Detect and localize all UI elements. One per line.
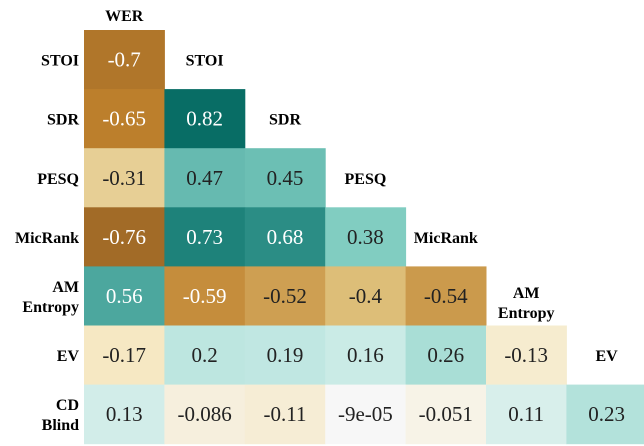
column-label-ev: EV: [595, 348, 618, 365]
cell-value-label: -0.54: [424, 284, 468, 308]
row-label-pesq: PESQ: [37, 171, 79, 188]
cell-value-label: 0.19: [267, 343, 304, 367]
cell-value-label: -0.52: [263, 284, 307, 308]
cell-value-label: -9e-05: [338, 402, 393, 426]
cell-value-label: 0.56: [106, 284, 143, 308]
column-label-am-entropy: AM Entropy: [498, 285, 555, 322]
heatmap-cell-pesq-sdr: [244, 148, 326, 208]
cell-value-label: 0.73: [186, 225, 223, 249]
heatmap-cell-micrank-sdr: [244, 207, 326, 267]
heatmap-cell-am-entropy-wer: [84, 266, 165, 326]
heatmap-cell-am-entropy-sdr: [244, 266, 326, 326]
heatmap-cell-am-entropy-micrank: [405, 266, 487, 326]
cell-value-label: -0.7: [108, 48, 141, 72]
cell-value-label: -0.31: [102, 166, 146, 190]
heatmap-cell-micrank-stoi: [164, 207, 246, 267]
cell-value-label: -0.17: [102, 343, 146, 367]
heatmap-cell-cd-blind-pesq: [325, 384, 407, 445]
heatmap-cell-cd-blind-micrank: [405, 384, 487, 445]
heatmap-cell-cd-blind-ev: [566, 384, 644, 445]
cell-value-label: -0.76: [102, 225, 146, 249]
row-label-am-entropy: AM Entropy: [22, 279, 79, 316]
heatmap-cell-ev-stoi: [164, 325, 246, 386]
cell-value-label: 0.2: [191, 343, 217, 367]
cell-value-label: 0.16: [347, 343, 384, 367]
heatmap-cell-cd-blind-am-entropy: [486, 384, 567, 445]
row-label-cd-blind: CD Blind: [42, 397, 79, 434]
heatmap-cell-cd-blind-wer: [84, 384, 165, 445]
cell-value-label: 0.47: [186, 166, 223, 190]
heatmap-cell-sdr-stoi: [164, 89, 246, 149]
heatmap-cell-ev-am-entropy: [486, 325, 567, 386]
cell-value-label: -0.4: [349, 284, 383, 308]
heatmap-cell-stoi-wer: [84, 30, 165, 90]
cell-value-label: -0.65: [102, 107, 146, 131]
column-label-sdr: SDR: [269, 112, 301, 129]
heatmap-cell-ev-sdr: [244, 325, 326, 386]
heatmap-cell-ev-micrank: [405, 325, 487, 386]
column-label-stoi: STOI: [186, 53, 224, 70]
heatmap-cell-sdr-wer: [84, 89, 165, 149]
heatmap-cell-micrank-pesq: [325, 207, 407, 267]
cell-value-label: 0.26: [427, 343, 464, 367]
heatmap-cell-cd-blind-stoi: [164, 384, 246, 445]
row-label-micrank: MicRank: [15, 230, 79, 247]
heatmap-cell-cd-blind-sdr: [244, 384, 326, 445]
heatmap-cell-am-entropy-stoi: [164, 266, 246, 326]
heatmap-cell-ev-pesq: [325, 325, 407, 386]
heatmap-cell-micrank-wer: [84, 207, 165, 267]
heatmap-cell-ev-wer: [84, 325, 165, 386]
cell-value-label: 0.38: [347, 225, 384, 249]
cell-value-label: 0.82: [186, 107, 223, 131]
cell-value-label: 0.45: [267, 166, 304, 190]
cell-value-label: 0.13: [106, 402, 143, 426]
cell-value-label: 0.23: [588, 402, 625, 426]
column-label-wer: WER: [105, 8, 144, 25]
column-label-pesq: PESQ: [345, 171, 387, 188]
heatmap-cell-am-entropy-pesq: [325, 266, 407, 326]
cell-value-label: 0.11: [508, 402, 544, 426]
row-label-stoi: STOI: [41, 53, 79, 70]
cell-value-label: 0.68: [267, 225, 304, 249]
cell-value-label: -0.59: [183, 284, 227, 308]
column-label-micrank: MicRank: [414, 230, 478, 247]
cell-value-label: -0.11: [264, 402, 307, 426]
row-label-sdr: SDR: [47, 112, 79, 129]
cell-value-label: -0.051: [419, 402, 473, 426]
heatmap-cell-pesq-wer: [84, 148, 165, 208]
cell-value-label: -0.086: [177, 402, 231, 426]
cell-value-label: -0.13: [504, 343, 548, 367]
heatmap-cell-pesq-stoi: [164, 148, 246, 208]
row-label-ev: EV: [57, 348, 80, 365]
